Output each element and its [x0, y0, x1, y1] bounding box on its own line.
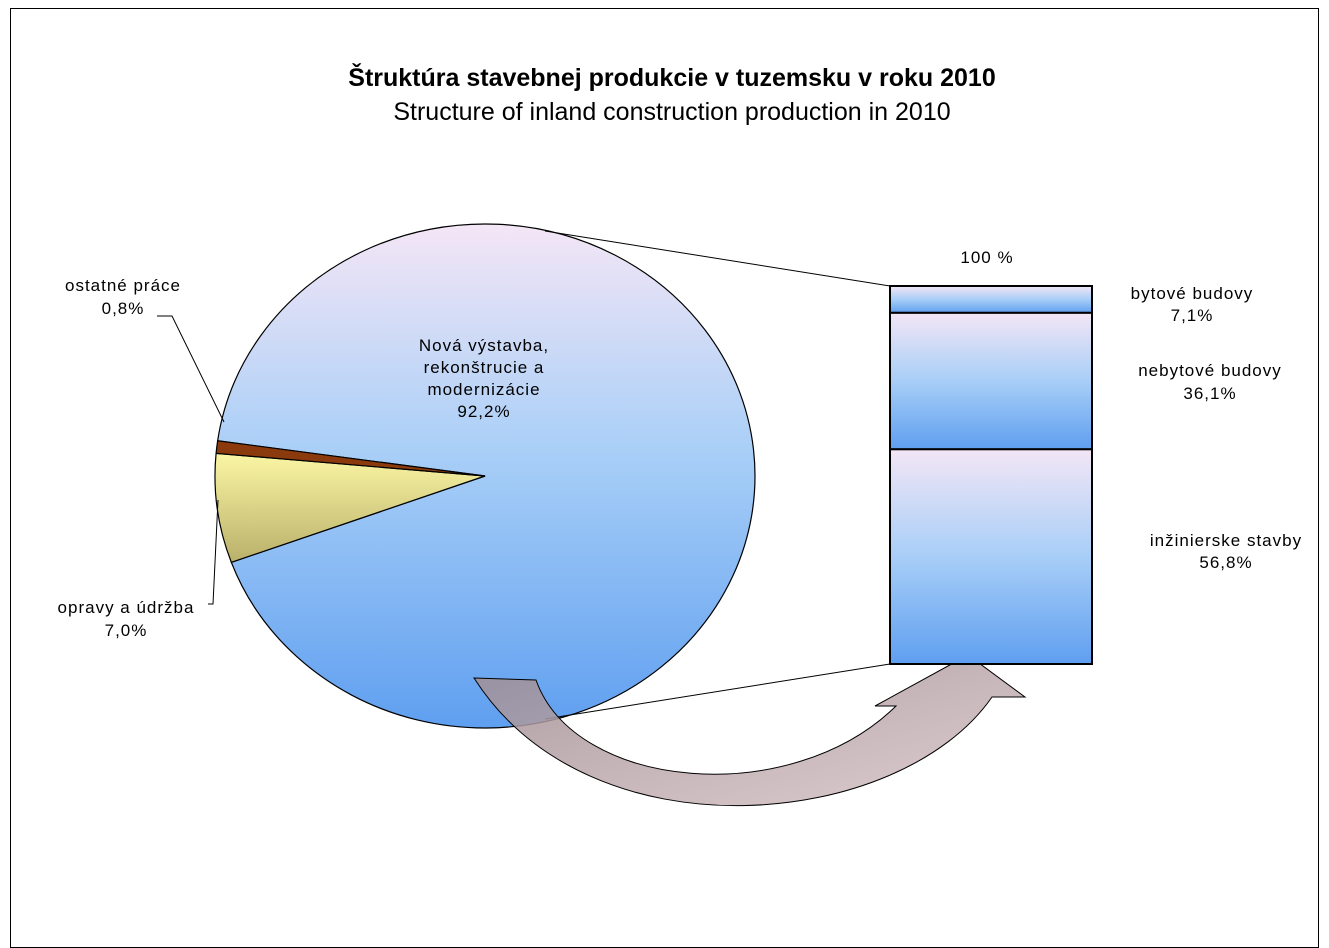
bar-value-residential: 7,1%	[1171, 306, 1214, 325]
pie-label-repairs-text: opravy a údržba	[58, 598, 195, 617]
pie-slice-other-works	[215, 440, 486, 477]
pie-label-main-line1: Nová výstavba,	[419, 336, 549, 355]
pie-label-main-line2: rekonštrucie a	[424, 358, 545, 377]
pie-label-repairs: opravy a údržba 7,0%	[58, 598, 195, 640]
pie-label-main-line3: modernizácie	[427, 380, 540, 399]
curved-arrow-icon	[473, 654, 1027, 807]
chart-subtitle: Structure of inland construction product…	[393, 98, 950, 126]
connector-line-top	[544, 230, 891, 287]
stacked-bar	[889, 285, 1093, 665]
pie-label-repairs-value: 7,0%	[105, 621, 148, 640]
pie-label-other: ostatné práce 0,8%	[65, 276, 181, 318]
pie-slice-new-construction	[216, 223, 756, 729]
bar-label-nonresidential: nebytové budovy	[1138, 361, 1282, 380]
chart-title: Štruktúra stavebnej produkcie v tuzemsku…	[348, 62, 995, 92]
pie-label-main: Nová výstavba, rekonštrucie a modernizác…	[419, 336, 549, 421]
bar-segment-residential	[889, 285, 1093, 314]
bar-top-label: 100 %	[960, 248, 1013, 267]
chart-canvas: Štruktúra stavebnej produkcie v tuzemsku…	[58, 62, 1302, 807]
pie-label-other-text: ostatné práce	[65, 276, 181, 295]
bar-value-nonresidential: 36,1%	[1183, 384, 1236, 403]
leader-line-other	[157, 315, 225, 423]
pie-chart	[214, 223, 756, 729]
pie-label-other-value: 0,8%	[102, 299, 145, 318]
leader-line-repairs	[208, 499, 219, 605]
bar-segment-civil	[889, 448, 1093, 665]
connector-line-bottom	[544, 663, 891, 720]
pie-label-main-value: 92,2%	[457, 402, 510, 421]
bar-segment-nonresidential	[889, 311, 1093, 451]
bar-value-civil: 56,8%	[1199, 553, 1252, 572]
bar-label-civil: inžinierske stavby	[1150, 531, 1302, 550]
bar-label-residential: bytové budovy	[1131, 284, 1254, 303]
